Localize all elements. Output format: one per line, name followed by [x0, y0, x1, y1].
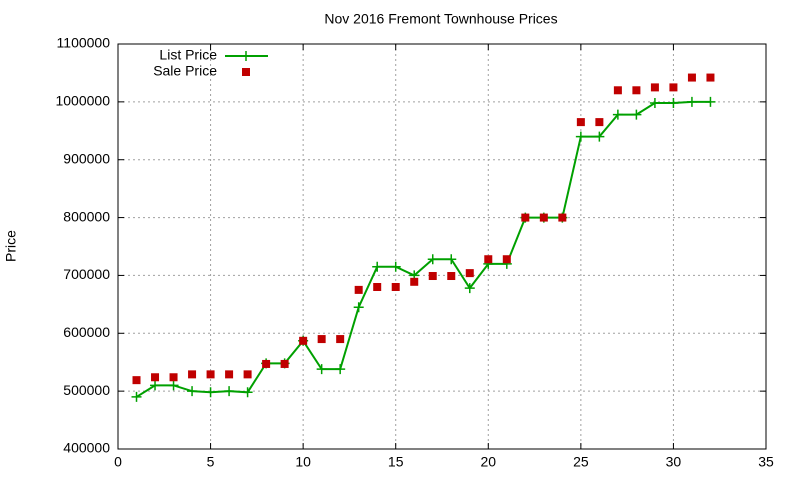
point [428, 272, 437, 281]
point [336, 335, 345, 344]
point [410, 277, 419, 286]
point-marker [446, 254, 457, 265]
x-tick-label: 10 [295, 454, 311, 470]
point-marker [242, 387, 253, 398]
point [687, 73, 696, 82]
point [188, 370, 197, 379]
point-marker [353, 302, 364, 313]
x-tick-label: 25 [573, 454, 589, 470]
point-marker [464, 283, 475, 294]
point [447, 272, 456, 281]
y-axis-label: Price [3, 230, 19, 262]
point-marker [150, 380, 161, 391]
point [373, 283, 382, 291]
point-marker [612, 109, 623, 120]
x-tick-label: 20 [480, 454, 496, 470]
point [132, 376, 141, 385]
point-marker [168, 380, 179, 391]
point [502, 255, 511, 264]
point-marker [575, 131, 586, 142]
point-marker [427, 254, 438, 265]
x-tick-label: 30 [666, 454, 682, 470]
point-marker [241, 51, 251, 61]
y-tick-label: 600000 [63, 324, 110, 340]
point-marker [594, 131, 605, 142]
legend-marker [242, 68, 250, 76]
point [206, 370, 215, 379]
x-tick-label: 5 [207, 454, 215, 470]
point-marker [705, 96, 716, 107]
point [595, 118, 604, 127]
x-tick-label: 35 [758, 454, 774, 470]
point [317, 335, 326, 344]
point [632, 86, 641, 95]
point [706, 73, 715, 82]
y-tick-label: 800000 [63, 208, 110, 224]
y-tick-label: 400000 [63, 440, 110, 456]
point-marker [187, 386, 198, 397]
point [151, 373, 160, 382]
point [576, 118, 585, 127]
point-marker [668, 98, 679, 109]
point-marker [335, 364, 346, 375]
point-marker [131, 391, 142, 402]
point-marker [631, 109, 642, 120]
point-marker [316, 364, 327, 375]
point [262, 359, 271, 368]
y-tick-label: 900000 [63, 150, 110, 166]
point [539, 213, 548, 222]
point [613, 86, 622, 95]
point [669, 83, 678, 92]
x-tick-label: 15 [388, 454, 404, 470]
y-tick-label: 500000 [63, 382, 110, 398]
point [391, 283, 400, 291]
point-marker [205, 387, 216, 398]
point [225, 370, 234, 379]
point-marker [649, 98, 660, 109]
point-marker [372, 261, 383, 272]
point [354, 285, 363, 294]
y-tick-label: 1100000 [57, 35, 111, 51]
point [280, 359, 289, 368]
legend-label: Sale Price [153, 63, 217, 79]
point [650, 83, 659, 92]
point-marker [686, 96, 697, 107]
point-marker [390, 261, 401, 272]
point-marker [224, 386, 235, 397]
y-tick-label: 700000 [63, 266, 110, 282]
point [521, 213, 530, 222]
point [484, 255, 493, 264]
legend-label: List Price [159, 47, 217, 63]
point [299, 336, 308, 345]
point [465, 269, 474, 278]
point [558, 213, 567, 222]
plot-frame [117, 43, 767, 450]
y-tick-label: 1000000 [55, 93, 110, 109]
point [169, 373, 178, 382]
x-tick-label: 0 [114, 454, 122, 470]
point [243, 370, 252, 379]
chart-title: Nov 2016 Fremont Townhouse Prices [324, 11, 557, 27]
